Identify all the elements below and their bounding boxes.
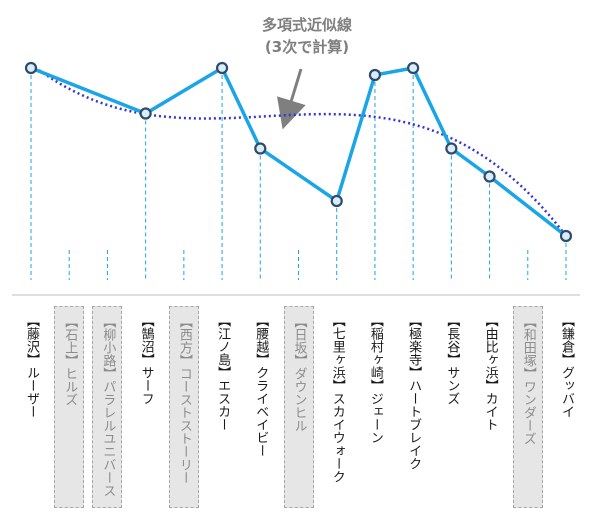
tick-label: 【極楽寺】ハートブレイク — [406, 314, 422, 470]
category-label-box: 【鎌倉】グッバイ — [551, 306, 581, 508]
tick-label: 【柳小路】パラレルユニバース — [100, 315, 116, 497]
category-label-box: 【藤沢】ルーザー — [16, 306, 46, 508]
data-point — [254, 142, 267, 155]
trendline — [30, 63, 567, 237]
data-point — [559, 229, 573, 243]
data-point — [368, 68, 382, 82]
tick-label: 【日坂】ダウンヒル — [291, 315, 307, 432]
data-point — [215, 61, 229, 75]
tick-label: 【腰越】クライベイビー — [253, 314, 269, 457]
category-label-box: 【日坂】ダウンヒル — [283, 306, 314, 508]
tick-label: 【鵠沼】サーフ — [138, 314, 154, 405]
tick-label: 【由比ヶ浜】カイト — [482, 314, 498, 431]
data-point — [483, 170, 496, 183]
category-label-box: 【江ノ島】エスカー — [207, 306, 237, 508]
tick-label: 【長谷】サンズ — [444, 314, 460, 405]
tick-label: 【鎌倉】グッバイ — [559, 314, 574, 418]
annotation-line2: (3次で計算) — [264, 38, 350, 56]
series-line — [30, 65, 568, 238]
tick-label: 【西方】コーストストーリー — [176, 315, 192, 484]
drop-lines — [30, 68, 567, 280]
category-label-box: 【極楽寺】ハートブレイク — [398, 306, 428, 508]
tick-label: 【稲村ヶ崎】ジェーン — [367, 314, 383, 444]
tick-label: 【石上】ヒルズ — [62, 315, 78, 406]
data-point — [445, 142, 458, 155]
annotation-line1: 多項式近似線 — [261, 16, 352, 34]
category-label-box: 【由比ヶ浜】カイト — [475, 306, 505, 508]
category-label-box: 【西方】コーストストーリー — [168, 306, 199, 508]
category-label-box: 【稲村ヶ崎】ジェーン — [360, 306, 390, 508]
data-point — [330, 194, 343, 208]
category-label-box: 【腰越】クライベイビー — [245, 306, 275, 508]
data-point — [24, 61, 38, 75]
tick-label: 【江ノ島】エスカー — [215, 314, 231, 431]
data-point — [139, 107, 152, 120]
tick-label: 【七里ヶ浜】スカイウォーク — [329, 314, 345, 483]
category-label-box: 【和田塚】ワンダーズ — [512, 306, 543, 508]
trendline-annotation: 多項式近似線 (3次で計算) — [232, 14, 382, 58]
annotation-arrow — [277, 68, 306, 130]
category-label-box: 【柳小路】パラレルユニバース — [92, 306, 123, 508]
data-markers — [24, 61, 573, 243]
tick-label: 【和田塚】ワンダーズ — [520, 315, 536, 445]
data-point — [407, 61, 420, 75]
category-label-box: 【七里ヶ浜】スカイウォーク — [322, 306, 352, 508]
category-label-box: 【鵠沼】サーフ — [131, 306, 161, 508]
category-label-box: 【石上】ヒルズ — [54, 306, 85, 508]
tick-label: 【藤沢】ルーザー — [24, 314, 39, 418]
category-label-box: 【長谷】サンズ — [436, 306, 466, 508]
